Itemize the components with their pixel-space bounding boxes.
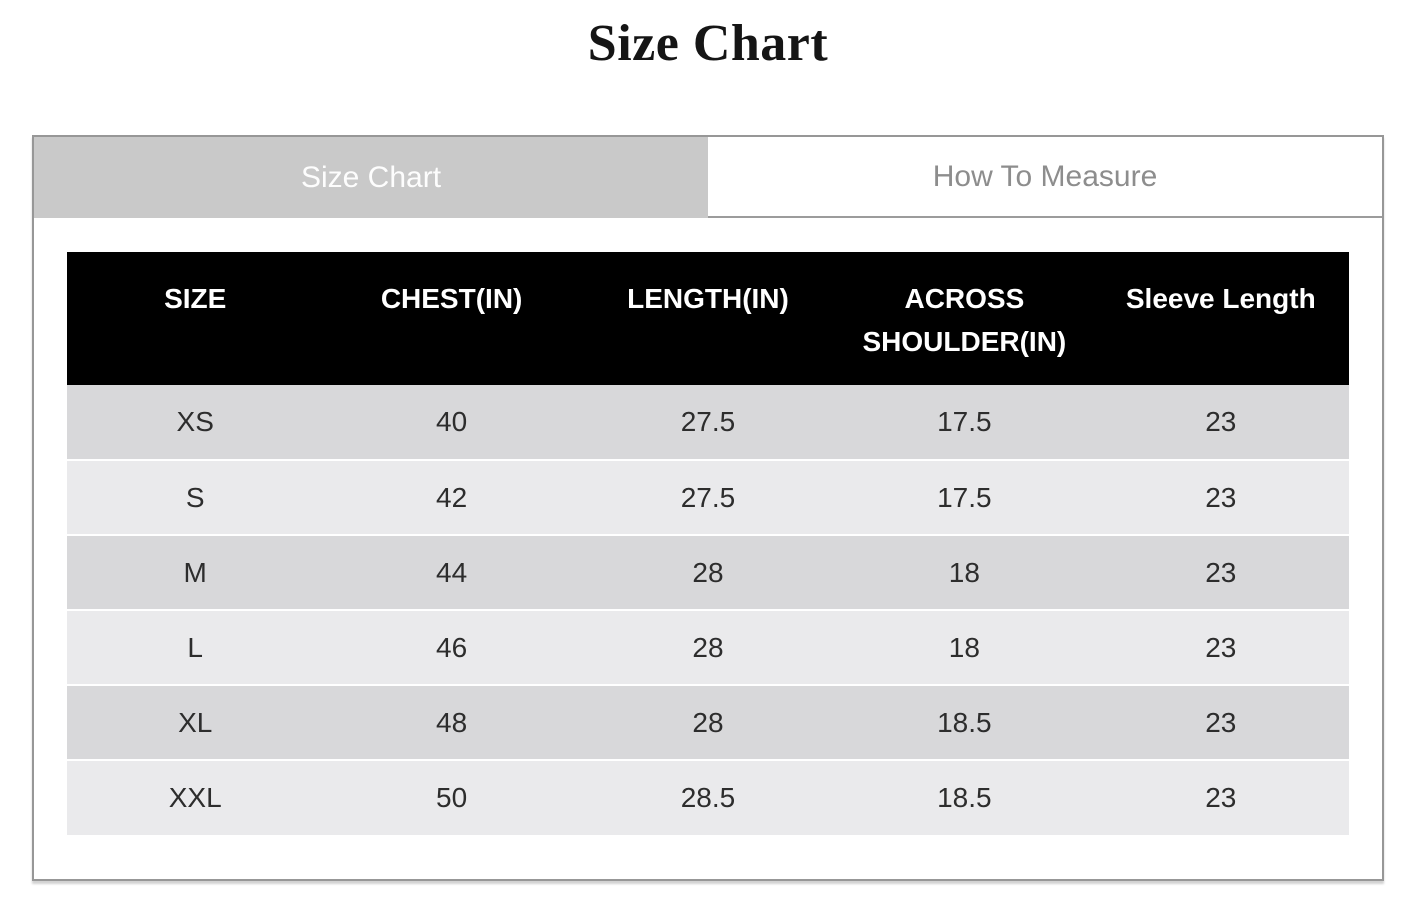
cell-length: 28 bbox=[579, 609, 837, 685]
cell-sleeve-length: 23 bbox=[1092, 385, 1349, 460]
cell-length: 28.5 bbox=[579, 759, 837, 835]
tab-bar: Size Chart How To Measure bbox=[34, 137, 1382, 218]
tab-size-chart[interactable]: Size Chart bbox=[34, 137, 708, 218]
cell-sleeve-length: 23 bbox=[1092, 609, 1349, 685]
cell-chest: 42 bbox=[323, 459, 580, 535]
cell-chest: 44 bbox=[323, 534, 580, 610]
cell-across-shoulder: 17.5 bbox=[836, 459, 1093, 535]
cell-chest: 50 bbox=[323, 759, 580, 835]
size-chart-panel: Size Chart How To Measure SIZE CHEST(IN)… bbox=[32, 135, 1384, 881]
column-header-chest: CHEST(IN) bbox=[323, 252, 580, 385]
cell-chest: 48 bbox=[323, 684, 580, 760]
cell-length: 28 bbox=[579, 684, 837, 760]
cell-sleeve-length: 23 bbox=[1092, 684, 1349, 760]
cell-across-shoulder: 18 bbox=[836, 534, 1093, 610]
column-header-sleeve-length: Sleeve Length bbox=[1092, 252, 1349, 385]
table-header-row: SIZE CHEST(IN) LENGTH(IN) ACROSS SHOULDE… bbox=[67, 252, 1349, 385]
cell-across-shoulder: 18.5 bbox=[836, 684, 1093, 760]
cell-across-shoulder: 17.5 bbox=[836, 385, 1093, 460]
cell-sleeve-length: 23 bbox=[1092, 759, 1349, 835]
cell-across-shoulder: 18 bbox=[836, 609, 1093, 685]
cell-chest: 46 bbox=[323, 609, 580, 685]
cell-length: 27.5 bbox=[579, 385, 837, 460]
cell-sleeve-length: 23 bbox=[1092, 534, 1349, 610]
table-row-l: L 46 28 18 23 bbox=[67, 609, 1349, 685]
column-header-length: LENGTH(IN) bbox=[579, 252, 837, 385]
cell-sleeve-length: 23 bbox=[1092, 459, 1349, 535]
cell-length: 28 bbox=[579, 534, 837, 610]
size-table-area: SIZE CHEST(IN) LENGTH(IN) ACROSS SHOULDE… bbox=[67, 252, 1349, 835]
cell-across-shoulder: 18.5 bbox=[836, 759, 1093, 835]
table-row-xl: XL 48 28 18.5 23 bbox=[67, 684, 1349, 760]
table-row-s: S 42 27.5 17.5 23 bbox=[67, 459, 1349, 535]
table-row-xs: XS 40 27.5 17.5 23 bbox=[67, 385, 1349, 460]
cell-length: 27.5 bbox=[579, 459, 837, 535]
cell-size: XS bbox=[67, 385, 324, 460]
column-header-across-shoulder: ACROSS SHOULDER(IN) bbox=[836, 252, 1093, 385]
table-row-xxl: XXL 50 28.5 18.5 23 bbox=[67, 759, 1349, 835]
size-table: SIZE CHEST(IN) LENGTH(IN) ACROSS SHOULDE… bbox=[67, 252, 1349, 835]
cell-size: XL bbox=[67, 684, 324, 760]
cell-chest: 40 bbox=[323, 385, 580, 460]
tab-how-to-measure[interactable]: How To Measure bbox=[708, 137, 1382, 218]
table-row-m: M 44 28 18 23 bbox=[67, 534, 1349, 610]
cell-size: S bbox=[67, 459, 324, 535]
column-header-size: SIZE bbox=[67, 252, 324, 385]
page-title: Size Chart bbox=[587, 15, 829, 72]
cell-size: M bbox=[67, 534, 324, 610]
cell-size: L bbox=[67, 609, 324, 685]
cell-size: XXL bbox=[67, 759, 324, 835]
